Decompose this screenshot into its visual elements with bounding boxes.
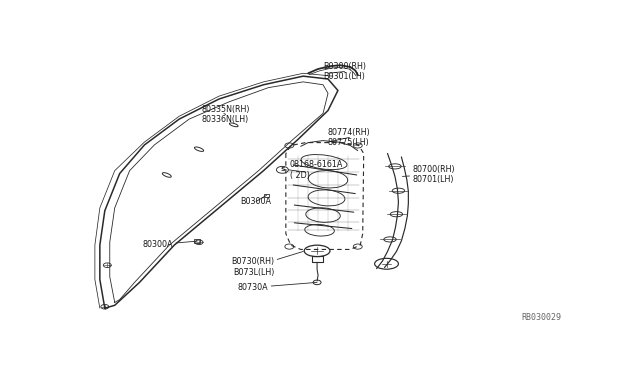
Bar (194, 240, 200, 243)
Text: B0730(RH)
B073L(LH): B0730(RH) B073L(LH) (231, 251, 303, 276)
Text: 80730A: 80730A (238, 282, 317, 292)
Text: B0300A: B0300A (241, 195, 271, 206)
Text: 80335N(RH)
80336N(LH): 80335N(RH) 80336N(LH) (202, 105, 250, 124)
Text: 08168-6161A
( 2D): 08168-6161A ( 2D) (290, 160, 343, 180)
Text: S: S (280, 167, 285, 172)
Bar (264, 193, 269, 197)
Text: B0300(RH)
B0301(LH): B0300(RH) B0301(LH) (323, 62, 366, 81)
Text: 80774(RH)
80775(LH): 80774(RH) 80775(LH) (326, 128, 371, 147)
Text: 80700(RH)
80701(LH): 80700(RH) 80701(LH) (403, 165, 455, 185)
Text: 80300A: 80300A (143, 240, 197, 249)
Text: RB030029: RB030029 (521, 314, 561, 323)
